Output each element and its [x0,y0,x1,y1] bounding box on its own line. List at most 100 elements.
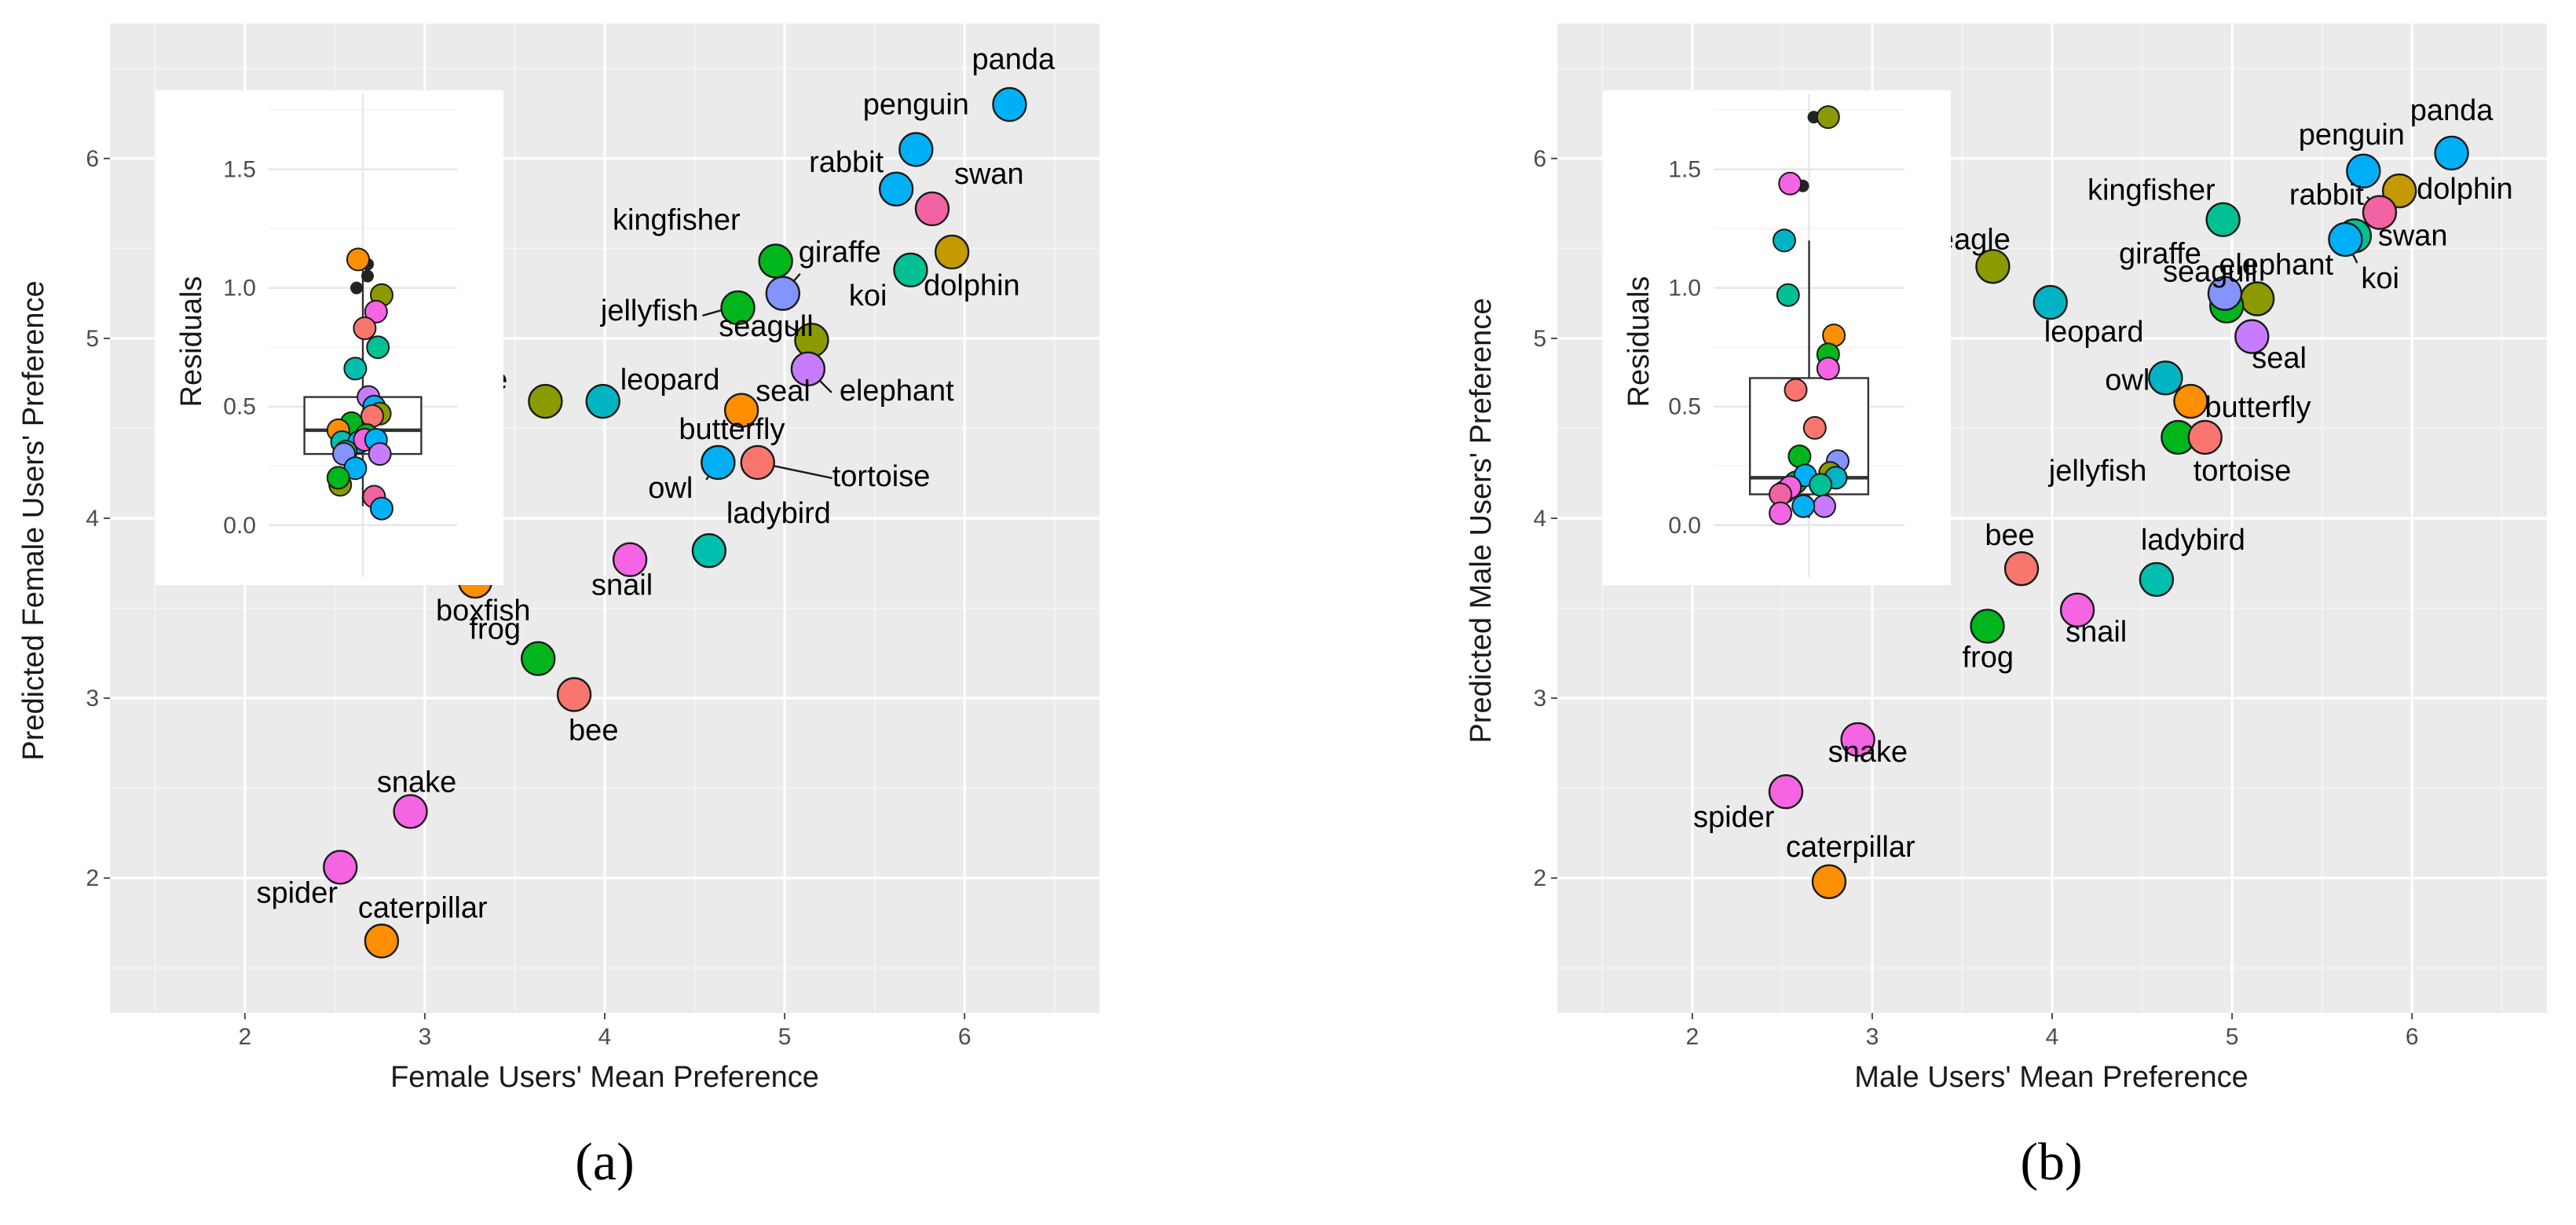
point-kingfisher [758,243,793,279]
point-label-giraffe: giraffe [2119,238,2201,271]
point-label-boxfish: boxfish [436,594,530,627]
y-axis-label: Predicted Female Users' Preference [17,280,50,760]
inset-point [1772,229,1796,253]
inset-y-axis-label: Residuals [175,276,208,408]
point-seal [723,393,759,428]
x-tick-label: 2 [1685,1024,1699,1050]
point-label-butterfly: butterfly [679,413,785,446]
point-jellyfish [720,290,756,326]
inset-point [1816,105,1840,130]
inset-y-tick-label: 1.0 [223,276,256,302]
point-label-seal: seal [2252,342,2307,375]
point-butterfly [2173,383,2208,419]
point-spider [1768,774,1804,810]
point-label-snail: snail [2066,616,2127,649]
point-label-koi: koi [849,280,887,313]
y-tick-label: 6 [86,146,99,172]
point-ladybird [691,533,727,569]
point-caterpillar [1811,864,1847,899]
y-tick-label: 3 [1533,686,1546,711]
point-caterpillar [364,923,400,959]
point-label-elephant: elephant [2219,249,2333,282]
inset-point [1791,494,1816,518]
point-frog [1970,609,2005,644]
point-eagle [528,383,563,419]
point-snake [1840,722,1875,757]
point-label-bee: bee [1985,519,2034,552]
inset-point [346,247,370,272]
y-axis-label: Predicted Male Users' Preference [1465,298,1498,744]
point-label-swan: swan [2378,219,2448,252]
point-giraffe [765,276,800,311]
point-label-dolphin: dolphin [2417,173,2513,206]
point-panda [992,86,1027,122]
point-label-kingfisher: kingfisher [613,203,741,236]
y-tick-label: 2 [1533,865,1546,891]
point-owl [2148,360,2183,396]
x-tick-label: 3 [419,1024,432,1050]
panel-label: (a) [575,1132,634,1191]
point-label-frog: frog [1963,641,2014,674]
y-tick-label: 5 [86,326,99,352]
point-snake [393,794,428,829]
point-label-leopard: leopard [2044,316,2144,349]
point-ladybird [2139,561,2175,598]
point-label-kingfisher: kingfisher [2088,174,2216,207]
point-label-swan: swan [954,158,1024,191]
point-label-dolphin: dolphin [924,269,1020,302]
inset-point [1784,378,1808,402]
point-label-snake: snake [377,766,456,799]
inset-outlier [350,281,363,294]
inset-point [353,316,377,341]
inset-point [1809,473,1833,497]
point-snail [612,542,648,577]
y-tick-label: 4 [86,506,99,532]
point-label-caterpillar: caterpillar [1786,831,1916,864]
inset-point [343,357,368,381]
x-axis-label: Female Users' Mean Preference [390,1061,819,1094]
point-label-bee: bee [569,715,618,748]
inset-y-tick-label: 0.5 [223,394,256,420]
point-label-ladybird: ladybird [2141,524,2245,557]
y-tick-label: 6 [1533,146,1546,172]
x-tick-label: 4 [2046,1024,2059,1050]
point-giraffe [2207,276,2243,311]
point-label-seagull: seagull [719,310,813,343]
point-spider [323,850,358,885]
point-kingfisher [2205,202,2241,237]
x-tick-label: 2 [238,1024,251,1050]
x-tick-label: 6 [958,1024,971,1050]
inset-y-tick-label: 1.0 [1668,276,1701,302]
inset-point [326,466,350,490]
point-elephant [790,351,826,387]
inset-y-tick-label: 0.0 [223,513,256,539]
point-label-jellyfish: jellyfish [2048,455,2147,488]
inset-point [1812,494,1836,518]
point-label-leopard: leopard [620,364,720,397]
point-tortoise [740,444,775,481]
point-label-seal: seal [756,375,810,408]
inset-point [1802,415,1827,440]
x-tick-label: 5 [778,1024,792,1050]
point-label-ladybird: ladybird [726,497,831,530]
point-label-panda: panda [971,43,1056,76]
point-label-frog: frog [469,613,520,646]
x-tick-label: 3 [1866,1024,1879,1050]
point-bee [2003,550,2040,587]
point-dolphin [2381,173,2417,209]
point-tortoise [2187,419,2223,455]
inset-point [368,442,392,466]
point-label-spider: spider [1693,801,1775,834]
point-butterfly [701,444,736,481]
y-tick-label: 3 [86,686,99,711]
inset-point [1778,171,1802,196]
point-label-spider: spider [256,876,338,909]
point-label-koi: koi [2361,262,2399,295]
point-bee [556,677,592,712]
inset-outlier [361,269,374,283]
point-rabbit [878,171,914,207]
point-label-snake: snake [1828,736,1908,769]
point-label-snail: snail [591,569,653,602]
